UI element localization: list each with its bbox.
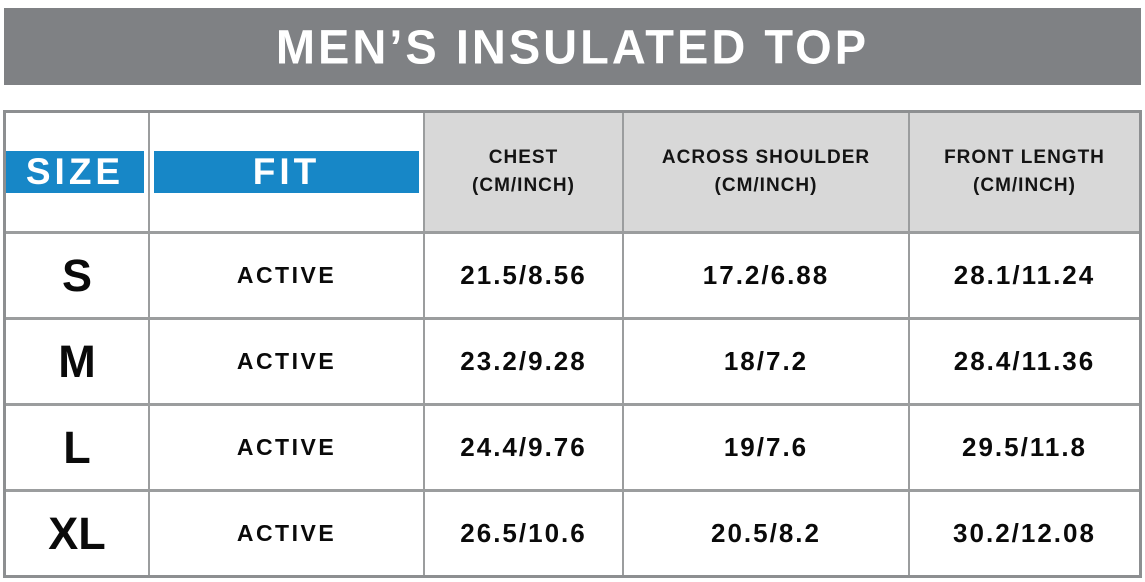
table-row-s-front-cell: 28.1/11.24: [910, 234, 1139, 317]
table-row-l-chest-cell: 24.4/9.76: [425, 406, 622, 489]
across-shoulder-value: 20.5/8.2: [711, 518, 821, 548]
across-shoulder-value: 17.2/6.88: [702, 260, 830, 290]
header-cell-front-length: FRONT LENGTH (CM/INCH): [910, 113, 1139, 231]
table-row-m-size-cell: M: [6, 320, 148, 403]
header-chest-label: CHEST: [488, 147, 559, 169]
table-row-l-size-cell: L: [6, 406, 148, 489]
size-value: M: [58, 335, 96, 387]
table-row-s-fit-cell: ACTIVE: [150, 234, 423, 317]
table-row-xl-shoulder-cell: 20.5/8.2: [624, 492, 908, 575]
front-length-value: 30.2/12.08: [953, 518, 1096, 548]
header-chest-units: (CM/INCH): [472, 175, 575, 196]
table-row-m-shoulder-cell: 18/7.2: [624, 320, 908, 403]
fit-value: ACTIVE: [236, 348, 337, 374]
across-shoulder-value: 19/7.6: [723, 432, 809, 462]
across-shoulder-value: 18/7.2: [723, 346, 809, 376]
title-banner: MEN’S INSULATED TOP: [4, 8, 1141, 85]
header-front-length-units: (CM/INCH): [973, 175, 1076, 196]
table-row-l-fit-cell: ACTIVE: [150, 406, 423, 489]
header-cell-fit: FIT: [150, 113, 423, 231]
table-row-l-shoulder-cell: 19/7.6: [624, 406, 908, 489]
size-value: L: [63, 421, 91, 473]
table-row-m-front-cell: 28.4/11.36: [910, 320, 1139, 403]
header-cell-size: SIZE: [6, 113, 148, 231]
header-size-fill: SIZE: [6, 151, 144, 193]
size-value: S: [61, 249, 92, 301]
header-fit-fill: FIT: [154, 151, 419, 193]
front-length-value: 29.5/11.8: [962, 432, 1087, 462]
header-size-label: SIZE: [25, 151, 125, 192]
header-front-length-label: FRONT LENGTH: [944, 147, 1105, 169]
table-row-s-shoulder-cell: 17.2/6.88: [624, 234, 908, 317]
size-chart-table: SIZE FIT CHEST (CM/INCH) ACROSS SHOULDER…: [3, 110, 1142, 578]
table-row-xl-size-cell: XL: [6, 492, 148, 575]
table-row-xl-fit-cell: ACTIVE: [150, 492, 423, 575]
size-value: XL: [48, 507, 106, 559]
table-row-m-fit-cell: ACTIVE: [150, 320, 423, 403]
header-fit-label: FIT: [252, 151, 321, 192]
table-row-l-front-cell: 29.5/11.8: [910, 406, 1139, 489]
chest-value: 26.5/10.6: [460, 518, 587, 548]
chest-value: 23.2/9.28: [460, 346, 587, 376]
table-row-xl-front-cell: 30.2/12.08: [910, 492, 1139, 575]
fit-value: ACTIVE: [236, 434, 337, 460]
table-row-m-chest-cell: 23.2/9.28: [425, 320, 622, 403]
front-length-value: 28.4/11.36: [953, 346, 1096, 376]
header-across-shoulder-units: (CM/INCH): [714, 175, 818, 196]
table-row-s-chest-cell: 21.5/8.56: [425, 234, 622, 317]
table-row-s-size-cell: S: [6, 234, 148, 317]
front-length-value: 28.1/11.24: [953, 260, 1096, 290]
header-across-shoulder-label: ACROSS SHOULDER: [661, 147, 871, 169]
chest-value: 21.5/8.56: [460, 260, 587, 290]
page-title: MEN’S INSULATED TOP: [275, 19, 870, 74]
fit-value: ACTIVE: [236, 262, 337, 288]
header-cell-chest: CHEST (CM/INCH): [425, 113, 622, 231]
chest-value: 24.4/9.76: [460, 432, 587, 462]
header-cell-across-shoulder: ACROSS SHOULDER (CM/INCH): [624, 113, 908, 231]
table-row-xl-chest-cell: 26.5/10.6: [425, 492, 622, 575]
fit-value: ACTIVE: [236, 520, 337, 546]
